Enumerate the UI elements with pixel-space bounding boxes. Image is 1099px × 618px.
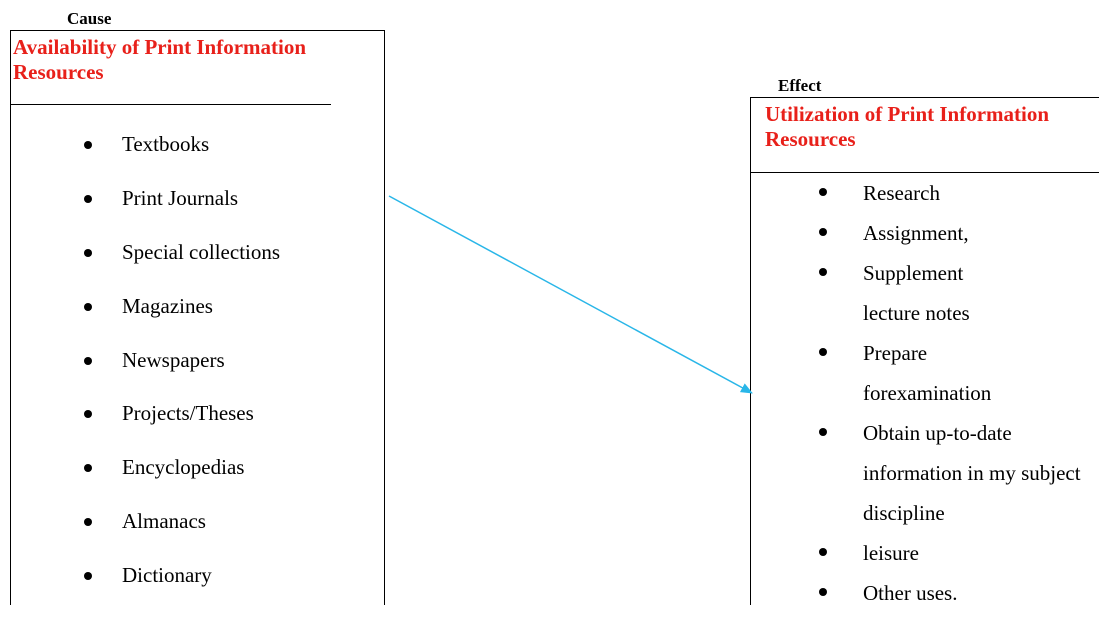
list-item: Newspapers [11, 349, 384, 403]
cause-effect-arrow [388, 195, 753, 394]
list-item: Print Journals [11, 187, 384, 241]
list-item: Research [751, 173, 1099, 213]
list-item: Encyclopedias [11, 456, 384, 510]
effect-title: Utilization of Print Information Resourc… [751, 98, 1099, 173]
cause-title: Availability of Print Information Resour… [11, 31, 331, 105]
effect-label: Effect [778, 76, 822, 95]
list-item: Special collections [11, 241, 384, 295]
list-item: Supplement lecture notes [751, 253, 1003, 333]
cause-box: Availability of Print Information Resour… [10, 30, 385, 605]
list-item: Almanacs [11, 510, 384, 564]
connector-layer [388, 195, 753, 394]
effect-list: Research Assignment, Supplement lecture … [751, 173, 1099, 613]
list-item: Projects/Theses [11, 402, 384, 456]
list-item: Dictionary [11, 564, 384, 618]
list-item: leisure [751, 533, 1099, 573]
effect-box: Utilization of Print Information Resourc… [750, 97, 1099, 605]
list-item: Obtain up-to-date information in my subj… [751, 413, 1089, 533]
cause-list: Textbooks Print Journals Special collect… [11, 105, 384, 618]
list-item: Assignment, [751, 213, 1099, 253]
list-item: Other uses. [751, 573, 1099, 613]
cause-label: Cause [67, 9, 112, 28]
list-item: Textbooks [11, 133, 384, 187]
list-item: Magazines [11, 295, 384, 349]
list-item: Prepare forexamination [751, 333, 1043, 413]
